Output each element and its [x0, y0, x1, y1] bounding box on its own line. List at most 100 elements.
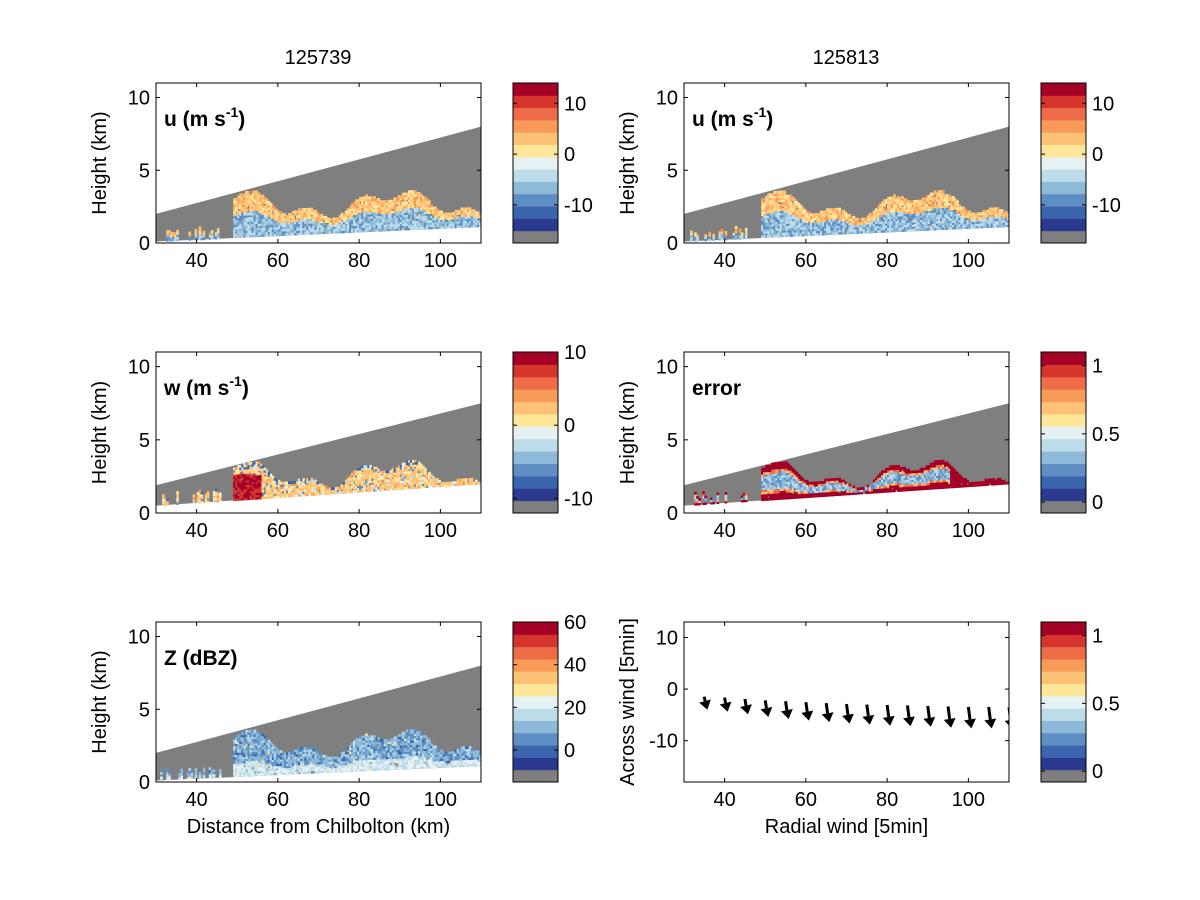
plot-area-u-left: [156, 126, 481, 242]
colorbar-tick-label: -10: [564, 488, 593, 510]
colorbar-swatch: [513, 769, 558, 783]
colorbar-swatch: [1041, 708, 1086, 721]
wind-arrow: [984, 706, 997, 729]
colorbar-swatch: [1041, 634, 1086, 648]
colorbar-swatch: [513, 230, 558, 244]
colorbar-swatch: [513, 426, 558, 440]
colorbar-swatch: [1041, 451, 1086, 464]
colorbar-swatch: [513, 646, 558, 660]
colorbar-swatch: [1041, 83, 1086, 96]
y-tick-label: 10: [128, 627, 150, 649]
colorbar-swatch: [1041, 352, 1086, 365]
x-tick-label: 80: [348, 789, 370, 811]
colorbar-swatch: [1041, 745, 1086, 758]
wind-arrow: [821, 702, 834, 723]
colorbar-swatch: [513, 169, 558, 182]
colorbar-swatch: [1041, 181, 1086, 195]
colorbar-w-left: 10 0 -10: [512, 342, 593, 514]
y-axis-label: Height (km): [89, 111, 111, 214]
colorbar-swatch: [513, 218, 558, 232]
panel-label-error-right: error: [692, 377, 741, 400]
colorbar-swatch: [513, 364, 558, 378]
colorbar-swatch: [513, 658, 558, 672]
colorbar-tick-label: 0.5: [1092, 693, 1120, 715]
y-tick-label: 5: [667, 160, 678, 182]
colorbar-swatch: [1041, 769, 1086, 783]
y-tick-label: 5: [139, 699, 150, 721]
colorbar-swatch: [513, 463, 558, 477]
colorbar-swatch: [513, 622, 558, 635]
y-tick-label: 10: [656, 627, 678, 649]
axes-frame-u-left: [155, 82, 482, 244]
colorbar-swatch: [1041, 119, 1086, 133]
colorbar-swatch: [513, 401, 558, 415]
y-axis-label: Height (km): [89, 650, 111, 753]
colorbar-swatch: [513, 671, 558, 685]
colorbar-swatch: [513, 206, 558, 219]
plot-area-error-right: [684, 403, 1009, 506]
x-tick-label: 40: [714, 789, 736, 811]
x-tick-label: 80: [876, 250, 898, 272]
field-cells-error-right: [694, 459, 1009, 506]
colorbar-swatch: [513, 119, 558, 133]
y-tick-label: 0: [139, 233, 150, 255]
colorbar-swatch: [1041, 671, 1086, 685]
field-cells-u-right: [690, 190, 1009, 242]
colorbar-swatch: [1041, 622, 1086, 635]
y-axis-label: Height (km): [89, 381, 111, 484]
x-tick-label: 60: [795, 789, 817, 811]
x-tick-label: 100: [952, 250, 985, 272]
colorbar-swatch: [513, 745, 558, 758]
colorbar-swatch: [513, 757, 558, 771]
colorbar-swatch: [513, 413, 558, 427]
wind-arrow: [780, 701, 793, 720]
field-cells-w-left: [162, 459, 481, 506]
colorbar-swatch: [513, 193, 558, 207]
colorbar-swatch: [513, 83, 558, 96]
wind-arrow: [699, 696, 711, 710]
colorbar-swatch: [513, 438, 558, 452]
colorbar-swatch: [1041, 144, 1086, 158]
axes-frame-w-left: [155, 351, 482, 514]
y-tick-label: 0: [667, 233, 678, 255]
colorbar-swatch: [1041, 488, 1086, 502]
field-cells-u-left: [166, 190, 481, 242]
y-tick-label: 10: [128, 88, 150, 110]
colorbar-tick-label: -10: [1092, 195, 1121, 217]
colorbar-tick-label: 0: [564, 415, 575, 437]
colorbar-swatch: [513, 107, 558, 121]
colorbar-swatch: [513, 181, 558, 195]
colorbar-swatch: [1041, 376, 1086, 390]
wind-arrow: [862, 704, 875, 725]
colorbar-swatch: [513, 695, 558, 709]
colorbar-swatch: [1041, 426, 1086, 440]
colorbar-swatch: [513, 376, 558, 390]
colorbar-swatch: [1041, 732, 1086, 746]
y-axis-label: Across wind [5min]: [617, 618, 639, 786]
colorbar-tick-label: 0: [1092, 761, 1103, 783]
y-axis-label: Height (km): [617, 381, 639, 484]
x-tick-label: 80: [876, 789, 898, 811]
axes-frame-error-right: [683, 351, 1010, 514]
colorbar-swatch: [1041, 169, 1086, 182]
wind-arrow: [964, 706, 976, 729]
y-tick-label: 5: [667, 430, 678, 452]
colorbar-swatch: [1041, 218, 1086, 232]
colorbar-swatch: [513, 634, 558, 648]
y-tick-label: 10: [128, 357, 150, 379]
wind-arrow: [801, 701, 814, 721]
x-tick-label: 40: [186, 789, 208, 811]
panel-z-left: Z (dBZ) 40 60 80 100 0 5 10 Height (km) Distance …: [89, 612, 586, 838]
colorbar-swatch: [513, 683, 558, 697]
y-tick-label: 0: [667, 679, 678, 701]
y-tick-label: 10: [656, 357, 678, 379]
x-tick-label: 100: [424, 789, 457, 811]
wind-arrow: [719, 697, 732, 712]
colorbar-error-right: 10.50: [1040, 351, 1120, 514]
panel-label-u-right: u (m s-1): [692, 104, 773, 131]
colorbar-swatch: [1041, 658, 1086, 672]
